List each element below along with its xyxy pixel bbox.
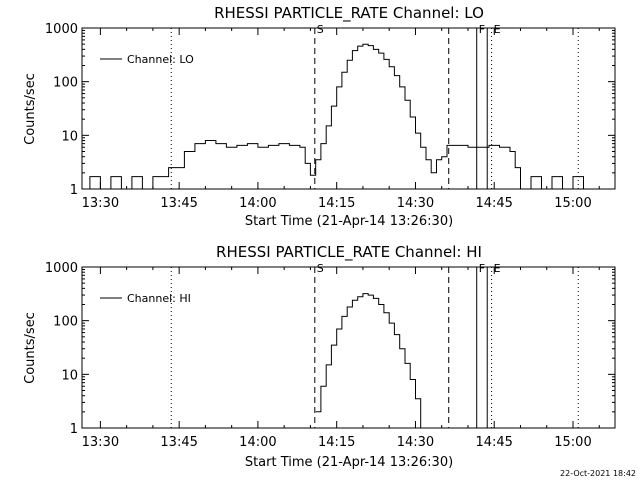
x-axis-label: Start Time (21-Apr-14 13:26:30) bbox=[245, 455, 453, 470]
x-tick-label: 15:00 bbox=[554, 196, 591, 211]
event-marker-label: E bbox=[494, 23, 501, 36]
legend-label: Channel: LO bbox=[127, 53, 194, 66]
x-tick-label: 14:00 bbox=[239, 435, 276, 450]
event-marker-label: S bbox=[317, 23, 324, 36]
y-tick-label: 100 bbox=[53, 315, 78, 330]
x-tick-label: 14:30 bbox=[397, 196, 434, 211]
legend: Channel: LO bbox=[100, 53, 194, 66]
panel-lo: RHESSI PARTICLE_RATE Channel: LO 1101001… bbox=[23, 4, 616, 229]
series-line bbox=[82, 43, 584, 190]
event-marker-label: F bbox=[479, 262, 485, 275]
x-axis: 13:30 13:45 14:00 14:15 14:30 14:45 15:00 bbox=[82, 28, 600, 211]
y-tick-label: 1 bbox=[70, 183, 78, 198]
y-axis: 1 10 100 1000 bbox=[45, 22, 615, 198]
footer-timestamp: 22-Oct-2021 18:42 bbox=[560, 469, 636, 478]
x-tick-label: 14:00 bbox=[239, 196, 276, 211]
panel-title: RHESSI PARTICLE_RATE Channel: HI bbox=[216, 243, 482, 262]
y-axis-label: Counts/sec bbox=[23, 73, 38, 145]
x-tick-label: 14:15 bbox=[318, 435, 355, 450]
x-tick-label: 13:45 bbox=[160, 196, 197, 211]
x-tick-label: 14:45 bbox=[475, 435, 512, 450]
event-marker-label: S bbox=[317, 262, 324, 275]
plot-frame bbox=[81, 27, 616, 190]
x-tick-label: 13:30 bbox=[82, 435, 119, 450]
x-axis-label: Start Time (21-Apr-14 13:26:30) bbox=[245, 214, 453, 229]
legend: Channel: HI bbox=[100, 292, 191, 305]
x-tick-label: 15:00 bbox=[554, 435, 591, 450]
y-tick-label: 10 bbox=[61, 368, 78, 383]
plot-frame bbox=[81, 266, 616, 429]
series-line bbox=[315, 293, 422, 428]
x-axis: 13:30 13:45 14:00 14:15 14:30 14:45 15:00 bbox=[82, 267, 600, 450]
y-tick-label: 1000 bbox=[45, 261, 78, 276]
x-tick-label: 14:30 bbox=[397, 435, 434, 450]
y-tick-label: 1000 bbox=[45, 22, 78, 37]
y-tick-label: 100 bbox=[53, 76, 78, 91]
legend-label: Channel: HI bbox=[127, 292, 191, 305]
y-axis: 1 10 100 1000 bbox=[45, 261, 615, 437]
event-marker-label: E bbox=[494, 262, 501, 275]
event-marker-label: F bbox=[479, 23, 485, 36]
y-axis-label: Counts/sec bbox=[23, 312, 38, 384]
panel-hi: RHESSI PARTICLE_RATE Channel: HI 1101001… bbox=[23, 243, 616, 470]
panel-title: RHESSI PARTICLE_RATE Channel: LO bbox=[214, 4, 484, 23]
x-tick-label: 13:45 bbox=[160, 435, 197, 450]
x-tick-label: 14:45 bbox=[475, 196, 512, 211]
x-tick-label: 14:15 bbox=[318, 196, 355, 211]
y-tick-label: 10 bbox=[61, 129, 78, 144]
x-tick-label: 13:30 bbox=[82, 196, 119, 211]
y-tick-label: 1 bbox=[70, 422, 78, 437]
